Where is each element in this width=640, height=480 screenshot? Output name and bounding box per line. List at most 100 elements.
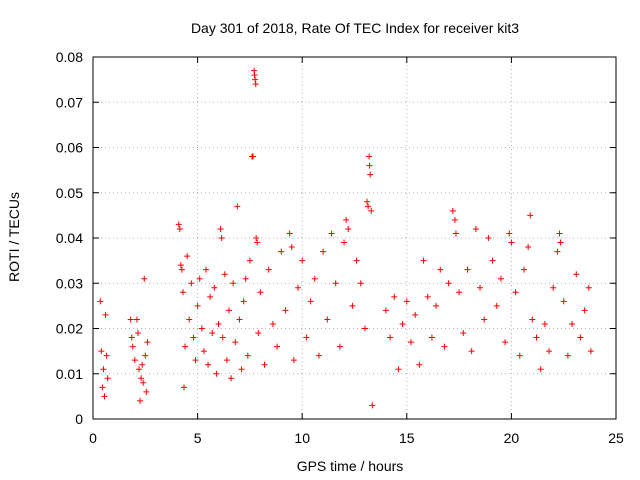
x-tick-label: 10: [294, 430, 310, 446]
y-tick-label: 0.03: [56, 275, 83, 291]
data-point: [506, 230, 513, 237]
data-point: [265, 266, 272, 273]
data-point: [452, 230, 459, 237]
data-point: [142, 352, 149, 359]
data-point: [468, 348, 475, 355]
data-point: [529, 316, 536, 323]
data-point: [449, 207, 456, 214]
data-point: [336, 343, 343, 350]
data-point: [460, 330, 467, 337]
data-point: [244, 352, 251, 359]
data-point: [141, 275, 148, 282]
x-tick-label: 15: [399, 430, 415, 446]
data-point: [295, 284, 302, 291]
data-point: [332, 280, 339, 287]
data-point: [485, 235, 492, 241]
data-point: [257, 289, 264, 296]
data-point: [228, 375, 235, 382]
data-point: [428, 334, 435, 341]
data-point: [587, 348, 594, 355]
data-point: [456, 289, 463, 296]
data-point: [198, 325, 205, 332]
data-point: [250, 153, 257, 160]
data-point: [407, 339, 414, 346]
y-tick-label: 0.07: [56, 94, 83, 110]
data-point: [186, 316, 193, 323]
data-point: [416, 361, 423, 368]
y-tick-label: 0.06: [56, 140, 83, 156]
data-point: [481, 316, 488, 323]
data-point: [324, 316, 331, 323]
data-point: [299, 257, 306, 264]
data-point: [218, 235, 225, 241]
data-point: [395, 366, 402, 373]
data-point: [131, 357, 138, 364]
data-point: [236, 316, 243, 323]
data-point: [391, 293, 398, 300]
data-point: [516, 352, 523, 359]
data-point: [254, 239, 261, 246]
data-point: [525, 244, 532, 251]
data-point: [178, 266, 185, 273]
data-point: [176, 225, 183, 232]
data-point: [144, 339, 151, 346]
data-point: [382, 307, 389, 314]
data-point: [399, 320, 406, 327]
data-point: [537, 366, 544, 373]
data-point: [139, 361, 146, 368]
data-point: [369, 402, 376, 409]
data-point: [252, 81, 259, 88]
data-point: [303, 334, 310, 341]
data-point: [213, 370, 220, 377]
data-point: [103, 352, 110, 359]
data-point: [341, 239, 348, 246]
data-point: [364, 198, 371, 205]
data-point: [140, 379, 147, 386]
data-point: [202, 266, 209, 273]
data-point: [365, 203, 372, 210]
data-point: [143, 388, 150, 395]
y-tick-label: 0: [75, 411, 83, 427]
data-point: [345, 225, 352, 232]
data-point: [556, 230, 563, 237]
data-point: [261, 361, 268, 368]
data-point: [311, 275, 318, 282]
data-point: [585, 284, 592, 291]
data-point: [420, 257, 427, 264]
data-points: [97, 67, 594, 409]
data-point: [138, 375, 145, 382]
data-point: [557, 239, 564, 246]
data-point: [433, 302, 440, 309]
data-point: [288, 244, 295, 251]
data-point: [253, 235, 260, 241]
data-point: [366, 153, 373, 160]
data-point: [502, 339, 509, 346]
x-tick-label: 5: [194, 430, 202, 446]
data-point: [493, 302, 500, 309]
data-point: [328, 230, 335, 237]
data-point: [451, 216, 458, 223]
data-point: [441, 343, 448, 350]
data-point: [219, 334, 226, 341]
data-point: [127, 316, 134, 323]
data-point: [437, 266, 444, 273]
data-point: [464, 266, 471, 273]
data-point: [489, 257, 496, 264]
data-point: [546, 348, 553, 355]
data-point: [445, 280, 452, 287]
data-point: [217, 225, 224, 232]
data-point: [274, 343, 281, 350]
data-point: [98, 348, 105, 355]
data-point: [137, 397, 144, 404]
y-tick-label: 0.02: [56, 321, 83, 337]
data-point: [134, 330, 141, 337]
data-point: [215, 320, 222, 327]
data-point: [508, 239, 515, 246]
data-point: [184, 253, 191, 260]
data-point: [188, 280, 195, 287]
data-point: [205, 361, 212, 368]
data-point: [179, 289, 186, 296]
x-tick-label: 25: [608, 430, 624, 446]
data-point: [477, 284, 484, 291]
